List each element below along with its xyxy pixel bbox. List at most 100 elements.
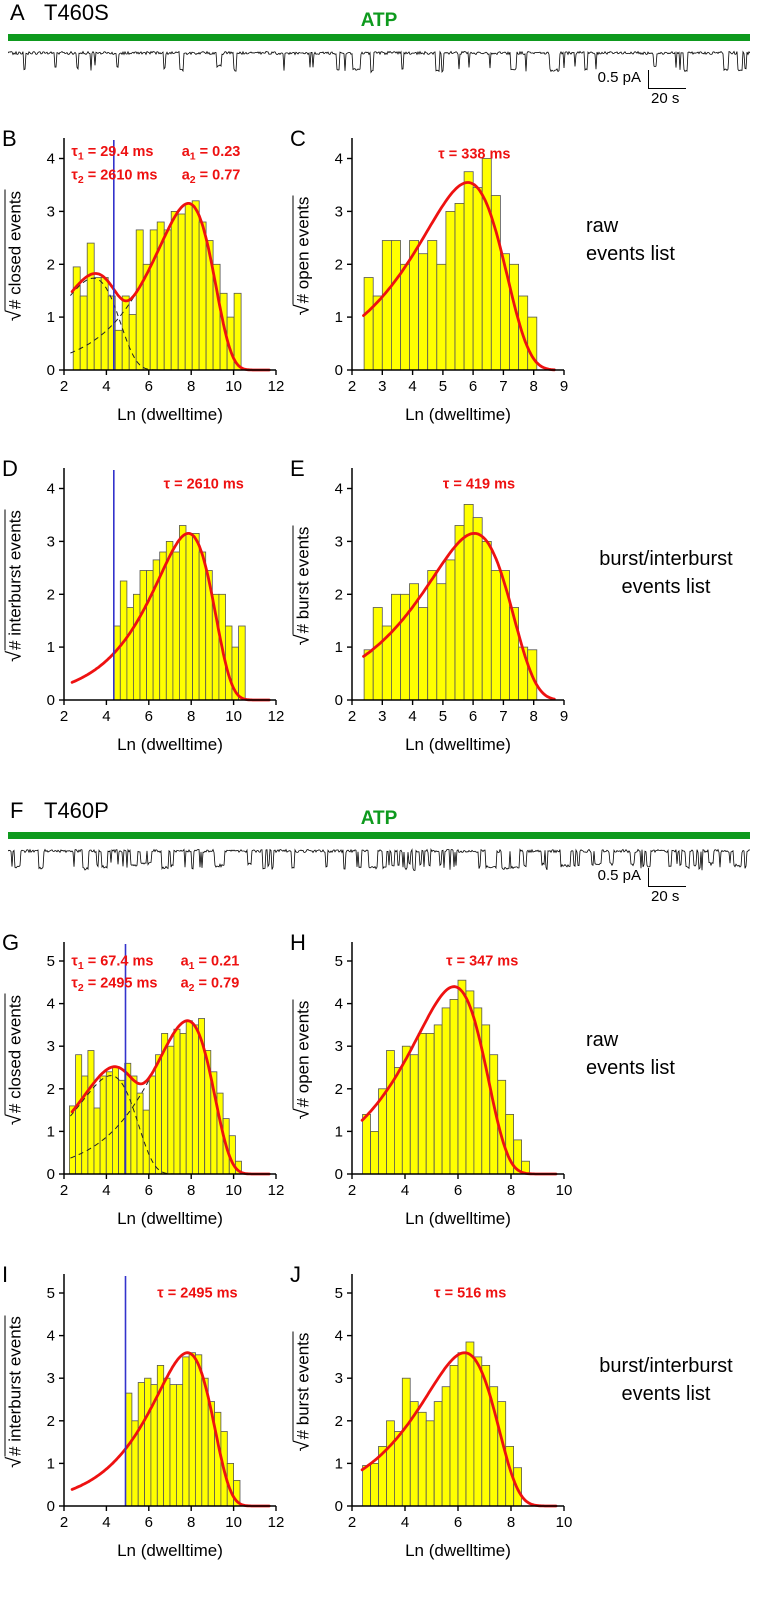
histogram-bar [394,1431,403,1507]
histogram-bar [114,329,123,371]
x-tick-label: 2 [60,1514,68,1531]
histogram-bar [441,1386,451,1507]
time-scale-label: 20 s [651,888,680,905]
x-tick-label: 6 [469,708,477,725]
panel-letter: F [10,798,24,823]
histogram-bar [126,607,134,701]
raw-events-line1: raw [586,215,619,237]
histogram-bar [130,1075,138,1175]
x-tick-label: 2 [348,708,356,725]
histogram-bar [191,200,200,371]
histogram-bar [87,1050,95,1175]
x-axis-label: Ln (dwelltime) [405,1209,511,1228]
y-tick-label: 4 [335,481,343,498]
histogram-bar [192,533,200,701]
histogram-bar [177,213,186,371]
histogram-bar [457,1352,467,1507]
histogram-bar [112,1067,119,1175]
x-tick-label: 6 [145,1514,153,1531]
histogram-bar [173,1028,181,1175]
x-tick-label: 4 [102,378,110,395]
histogram-bar [386,1050,395,1175]
y-tick-label: 5 [47,1285,55,1302]
y-tick-label: 2 [47,1081,55,1098]
y-tick-label: 4 [335,1328,343,1345]
raw-events-line2: events list [586,1057,675,1079]
y-tick-label: 0 [335,692,343,709]
y-tick-label: 2 [335,586,343,603]
histogram-bar [418,253,429,371]
histogram-bar [481,541,492,701]
histogram-bar [175,1384,184,1507]
y-tick-label: 1 [47,639,55,656]
x-tick-label: 8 [507,1182,515,1199]
histogram-bar [155,1054,162,1175]
histogram-bar [100,277,109,371]
y-tick-label: 2 [335,1413,343,1430]
burst-events-line2: events list [621,1383,711,1405]
histogram-bar [472,517,483,701]
histogram-bar [137,1382,145,1507]
histogram-bar [445,559,456,701]
panel-letter: A [10,0,25,25]
panel-letter: D [2,456,18,481]
panel-G-chart: G √# closed events 2 4 6 8 10 12 0 1 2 3 4 5 τ1 = 67.4… [0,922,288,1232]
histogram-bar [172,551,180,701]
histogram-bar [144,1377,152,1507]
histogram-bar [391,240,401,371]
x-axis-label: Ln (dwelltime) [117,405,223,424]
y-tick-label: 1 [47,1123,55,1140]
x-tick-label: 2 [60,378,68,395]
x-tick-label: 9 [560,378,568,395]
burst-events-line2: events list [621,576,711,598]
x-tick-label: 10 [225,708,242,725]
y-tick-label: 2 [47,1413,55,1430]
histogram-bar [401,1377,411,1507]
y-tick-label: 0 [47,1498,55,1515]
x-tick-label: 8 [507,1514,515,1531]
histogram-bar [148,1075,156,1175]
fit-curve [360,985,558,1176]
y-tick-label: 3 [47,1038,55,1055]
histogram-bar [136,1092,144,1175]
x-tick-label: 7 [499,708,507,725]
fit-annotation: τ1 = 67.4 ms [71,953,153,972]
y-tick-label: 3 [47,533,55,550]
scalebar-horizontal [648,886,686,887]
histogram-bar [433,1401,443,1507]
x-tick-label: 4 [102,1182,110,1199]
histogram-bar [170,211,179,371]
x-tick-label: 10 [556,1182,573,1199]
y-tick-label: 2 [335,1081,343,1098]
x-tick-label: 5 [439,378,447,395]
current-scale-label: 0.5 pA [597,69,641,86]
histogram-bar [238,625,246,701]
x-tick-label: 4 [102,1514,110,1531]
panel-J-chart: J √# burst events 2 4 6 8 10 0 1 2 3 4 5 τ = 516 ms Ln… [288,1254,576,1564]
histogram-bar [425,1420,435,1507]
x-tick-label: 4 [408,708,416,725]
histogram-bar [465,1341,475,1507]
histogram-bar [391,593,401,701]
histogram-bar [394,1067,403,1175]
atp-application-bar [8,832,750,839]
histogram-plot: 2 4 6 8 10 0 1 2 3 4 5 τ = 516 ms Ln (dwelltime) [335,1274,572,1560]
y-tick-label: 5 [47,953,55,970]
histogram-bar [481,1024,491,1175]
x-tick-label: 4 [408,378,416,395]
histogram-bar [105,1071,113,1175]
raw-events-list-label: raw events list [586,1026,675,1082]
histogram-bar [179,1033,187,1175]
scalebar-vertical [648,868,649,886]
x-tick-label: 12 [268,708,285,725]
x-tick-label: 6 [454,1514,462,1531]
x-tick-label: 8 [530,708,538,725]
histogram-bar [146,570,154,701]
x-tick-label: 9 [560,708,568,725]
y-tick-label: 2 [47,586,55,603]
x-tick-label: 3 [378,708,386,725]
histogram-bar [370,1462,379,1507]
raw-events-line2: events list [586,243,675,265]
